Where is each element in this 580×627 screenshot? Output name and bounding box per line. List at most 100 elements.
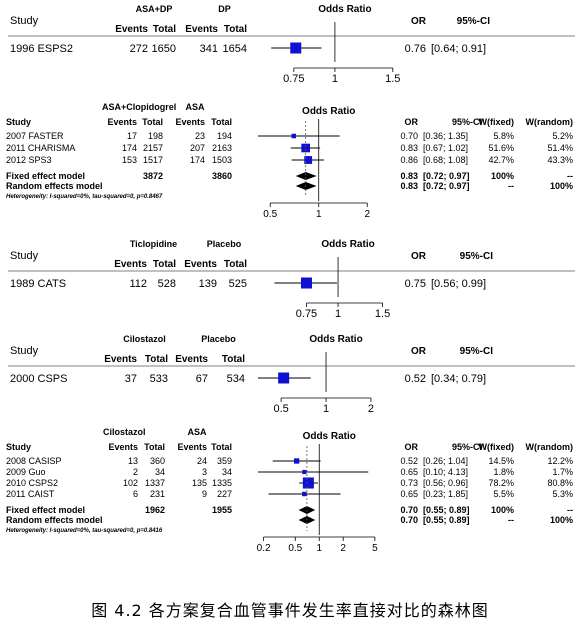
random-weight-random: 100% — [550, 181, 573, 191]
panel-cilostazol-placebo: Cilostazol Placebo Odds Ratio Study Events To… — [8, 334, 575, 415]
events-header: Events — [177, 442, 207, 452]
random-effects-label: Random effects model — [6, 181, 103, 191]
effect-square — [302, 491, 307, 497]
odds-ratio-header: Odds Ratio — [321, 239, 374, 250]
study-weight-random: 80.8% — [547, 478, 573, 488]
study-weight-random: 43.3% — [547, 155, 573, 165]
fixed-ci: [0.55; 0.89] — [423, 505, 470, 515]
total-header: Total — [142, 117, 163, 127]
x-axis-tick-label: 1 — [323, 403, 329, 415]
study-name: 2011 CAIST — [6, 489, 55, 499]
random-or: 0.83 — [400, 181, 418, 191]
fixed-weight-random: -- — [567, 505, 573, 515]
study-count: 67 — [196, 373, 208, 385]
fixed-or: 0.83 — [400, 171, 418, 181]
events-header: Events — [108, 442, 138, 452]
total-header: Total — [145, 354, 168, 365]
study-name: 2011 CHARISMA — [6, 143, 75, 153]
heterogeneity-note: Heterogeneity: I-squared=0%, tau-squared… — [6, 194, 163, 200]
study-or: 0.52 — [400, 456, 418, 466]
fixed-effect-label: Fixed effect model — [6, 171, 85, 181]
study-header: Study — [10, 250, 39, 262]
total-header: Total — [211, 442, 232, 452]
effect-square — [278, 372, 290, 384]
x-axis-tick-label: 2 — [364, 209, 370, 220]
study-count: 1654 — [223, 43, 247, 55]
study-count: 23 — [195, 131, 205, 141]
heterogeneity-note: Heterogeneity: I-squared=0%, tau-squared… — [6, 528, 163, 534]
study-count: 3 — [202, 467, 207, 477]
study-count: 17 — [127, 131, 137, 141]
panel-asa-clopidogrel: ASA+Clopidogrel ASA Odds Ratio Study Events T… — [6, 102, 573, 220]
odds-ratio-header: Odds Ratio — [318, 4, 371, 15]
or-column-header: OR — [411, 346, 427, 357]
study-header: Study — [10, 15, 39, 27]
ci-column-header: 95%-CI — [457, 16, 491, 27]
x-axis-tick-label: 1 — [316, 209, 322, 220]
total-header: Total — [153, 24, 176, 35]
group2-label: Placebo — [207, 239, 242, 249]
fixed-or: 0.70 — [400, 505, 418, 515]
study-count: 231 — [150, 489, 165, 499]
study-count: 534 — [227, 373, 245, 385]
events-header: Events — [184, 259, 217, 270]
study-weight-random: 51.4% — [547, 143, 573, 153]
study-count: 9 — [202, 489, 207, 499]
study-weight-fixed: 51.6% — [488, 143, 514, 153]
x-axis-tick-label: 1.5 — [385, 73, 400, 85]
group1-label: Ticlopidine — [130, 239, 177, 249]
events-header: Events — [104, 354, 137, 365]
study-count: 37 — [125, 373, 137, 385]
study-count: 6 — [133, 489, 138, 499]
fixed-ci: [0.72; 0.97] — [423, 171, 470, 181]
forest-plot-figure: ASA+DP DP Odds Ratio Study Events Total Events… — [6, 4, 575, 554]
study-count: 341 — [200, 43, 218, 55]
study-weight-random: 5.3% — [552, 489, 573, 499]
study-name: 2008 CASISP — [6, 456, 62, 466]
fixed-weight-fixed: 100% — [491, 505, 514, 515]
study-or: 0.65 — [400, 489, 418, 499]
x-axis-tick-label: 1 — [335, 308, 341, 320]
effect-square — [291, 133, 297, 139]
study-ci: [0.56; 0.99] — [431, 278, 486, 290]
group2-label: DP — [218, 4, 231, 14]
x-axis-tick-label: 1 — [316, 543, 322, 554]
x-axis-tick-label: 0.5 — [263, 209, 277, 220]
or-column-header: OR — [411, 16, 427, 27]
or-column-header: OR — [405, 117, 419, 127]
study-count: 1517 — [143, 155, 163, 165]
random-weight-fixed: -- — [508, 181, 514, 191]
or-column-header: OR — [411, 251, 427, 262]
study-count: 207 — [190, 143, 205, 153]
study-count: 174 — [122, 143, 137, 153]
study-name: 2007 FASTER — [6, 131, 64, 141]
study-weight-fixed: 1.8% — [493, 467, 514, 477]
study-or: 0.70 — [400, 131, 418, 141]
wfixed-column-header: W(fixed) — [479, 442, 515, 452]
study-header: Study — [10, 345, 39, 357]
group2-label: ASA — [185, 102, 205, 112]
study-count: 34 — [222, 467, 232, 477]
study-count: 13 — [128, 456, 138, 466]
fixed-total-1: 3872 — [143, 171, 163, 181]
study-or: 0.83 — [400, 143, 418, 153]
study-ci: [0.68; 1.08] — [423, 155, 468, 165]
x-axis-tick-label: 1.5 — [375, 308, 390, 320]
group1-label: Cilostazol — [123, 334, 166, 344]
study-count: 2163 — [212, 143, 232, 153]
x-axis-tick-label: 0.2 — [257, 543, 271, 554]
x-axis-tick-label: 2 — [368, 403, 374, 415]
random-ci: [0.55; 0.89] — [423, 515, 470, 525]
fixed-effect-label: Fixed effect model — [6, 505, 85, 515]
total-header: Total — [211, 117, 232, 127]
study-count: 24 — [197, 456, 207, 466]
study-ci: [0.10; 4.13] — [423, 467, 468, 477]
study-count: 272 — [130, 43, 148, 55]
group1-label: Cilostazol — [103, 427, 146, 437]
effect-square — [300, 277, 312, 289]
study-or: 0.73 — [400, 478, 418, 488]
study-weight-random: 5.2% — [552, 131, 573, 141]
random-weight-random: 100% — [550, 515, 573, 525]
total-header: Total — [224, 24, 247, 35]
study-count: 102 — [123, 478, 138, 488]
